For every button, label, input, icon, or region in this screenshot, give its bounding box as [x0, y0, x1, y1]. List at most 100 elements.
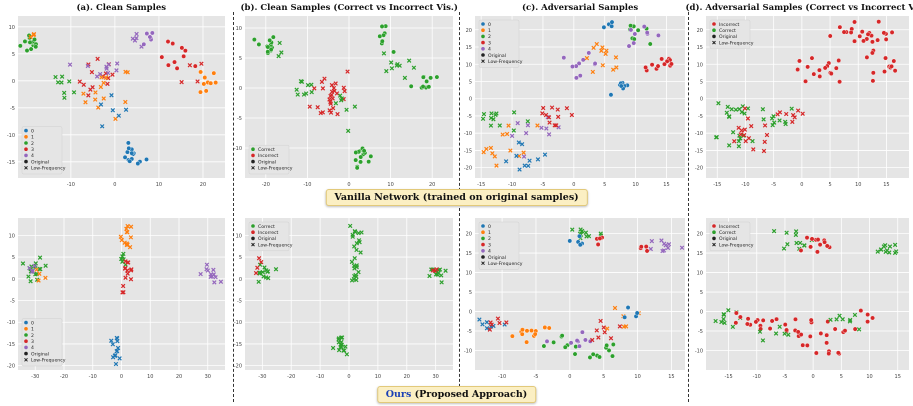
- scatter-point: [612, 305, 618, 311]
- scatter-point: [110, 72, 115, 77]
- legend-label: Incorrect: [258, 230, 279, 236]
- scatter-point: [889, 29, 895, 35]
- legend-label: Incorrect: [719, 224, 740, 230]
- x-tick-label: 10: [632, 182, 638, 188]
- scatter-point: [847, 319, 853, 324]
- scatter-point: [815, 249, 820, 255]
- scatter-point: [738, 136, 743, 141]
- y-tick-label: 10: [466, 62, 472, 68]
- scatter-point: [808, 244, 814, 250]
- x-tick-label: 10: [634, 374, 640, 380]
- scatter-point: [34, 267, 39, 272]
- scatter-point: [841, 29, 847, 35]
- scatter-point: [811, 71, 817, 77]
- x-tick-label: 0: [572, 182, 575, 188]
- scatter-point: [477, 317, 482, 322]
- scatter-point: [857, 33, 863, 39]
- scatter-point: [89, 69, 95, 75]
- scatter-point: [135, 161, 141, 166]
- scatter-point: [309, 89, 314, 95]
- scatter-point: [524, 328, 530, 334]
- scatter-point: [208, 80, 214, 86]
- scatter-point: [852, 19, 857, 25]
- scatter-point: [116, 113, 122, 118]
- scatter-point: [771, 120, 777, 125]
- scatter-point: [420, 84, 426, 89]
- scatter-point: [525, 119, 531, 124]
- scatter-point: [94, 74, 100, 79]
- scatter-point: [329, 82, 335, 88]
- scatter-point: [149, 30, 155, 36]
- legend-label: Original: [488, 255, 506, 261]
- legend-marker: [481, 53, 485, 57]
- panel-title-a: (a). Clean Samples: [76, 3, 167, 13]
- scatter-point: [265, 44, 271, 50]
- scatter-point: [488, 145, 494, 151]
- scatter-point: [598, 318, 603, 324]
- scatter-point: [733, 320, 739, 326]
- scatter-point: [892, 250, 898, 256]
- scatter-point: [113, 361, 119, 367]
- scatter-point: [576, 61, 582, 66]
- y-tick-label: 20: [466, 232, 472, 238]
- scatter-point: [521, 154, 527, 159]
- legend-label: Incorrect: [719, 22, 740, 28]
- x-tick-label: -5: [771, 182, 776, 188]
- scatter-point: [733, 107, 739, 112]
- scatter-point: [800, 342, 806, 348]
- scatter-point: [115, 345, 121, 351]
- x-tick-label: -10: [741, 182, 749, 188]
- scatter-point: [165, 39, 171, 44]
- scatter-point: [33, 261, 39, 266]
- scatter-point: [804, 235, 810, 241]
- scatter-point: [491, 117, 496, 122]
- scatter-point: [211, 267, 216, 273]
- y-tick-label: -10: [234, 320, 242, 326]
- scatter-point: [749, 123, 754, 129]
- scatter-point: [713, 135, 719, 140]
- scatter-point: [128, 235, 134, 240]
- scatter-point: [268, 47, 274, 52]
- scatter-point: [520, 327, 525, 333]
- scatter-point: [391, 49, 397, 55]
- scatter-point: [388, 60, 394, 65]
- separator-bc: [459, 12, 460, 402]
- scatter-point: [508, 148, 513, 153]
- legend-label: Correct: [258, 147, 275, 153]
- x-tick-label: 30: [432, 374, 438, 380]
- scatter-point: [597, 236, 603, 241]
- scatter-point: [870, 39, 875, 45]
- x-tick-label: 0: [347, 374, 350, 380]
- scatter-point: [559, 333, 565, 339]
- scatter-point: [330, 105, 336, 111]
- scatter-point: [809, 236, 815, 242]
- scatter-point: [781, 246, 787, 251]
- x-tick-label: 20: [176, 374, 182, 380]
- scatter-point: [122, 266, 128, 271]
- scatter-point: [837, 313, 842, 318]
- scatter-point: [883, 249, 888, 255]
- scatter-point: [613, 55, 619, 60]
- scatter-point: [256, 256, 262, 261]
- scatter-point: [881, 30, 887, 36]
- scatter-point: [86, 93, 91, 98]
- scatter-point: [742, 106, 748, 111]
- scatter-point: [618, 83, 624, 89]
- scatter-point: [114, 348, 120, 354]
- scatter-point: [577, 73, 583, 79]
- x-tick-label: -10: [508, 182, 516, 188]
- scatter-point: [129, 150, 135, 156]
- scatter-point: [745, 116, 751, 121]
- scatter-point: [105, 81, 110, 87]
- scatter-point: [809, 55, 815, 61]
- scatter-point: [358, 154, 364, 160]
- scatter-point: [179, 79, 184, 85]
- scatter-point: [824, 332, 830, 338]
- scatter-point: [887, 244, 893, 249]
- scatter-point: [570, 64, 575, 69]
- y-tick-label: 10: [236, 26, 242, 32]
- scatter-point: [495, 316, 501, 321]
- scatter-point: [760, 317, 766, 323]
- scatter-point: [764, 132, 770, 138]
- x-tick-label: 10: [855, 182, 861, 188]
